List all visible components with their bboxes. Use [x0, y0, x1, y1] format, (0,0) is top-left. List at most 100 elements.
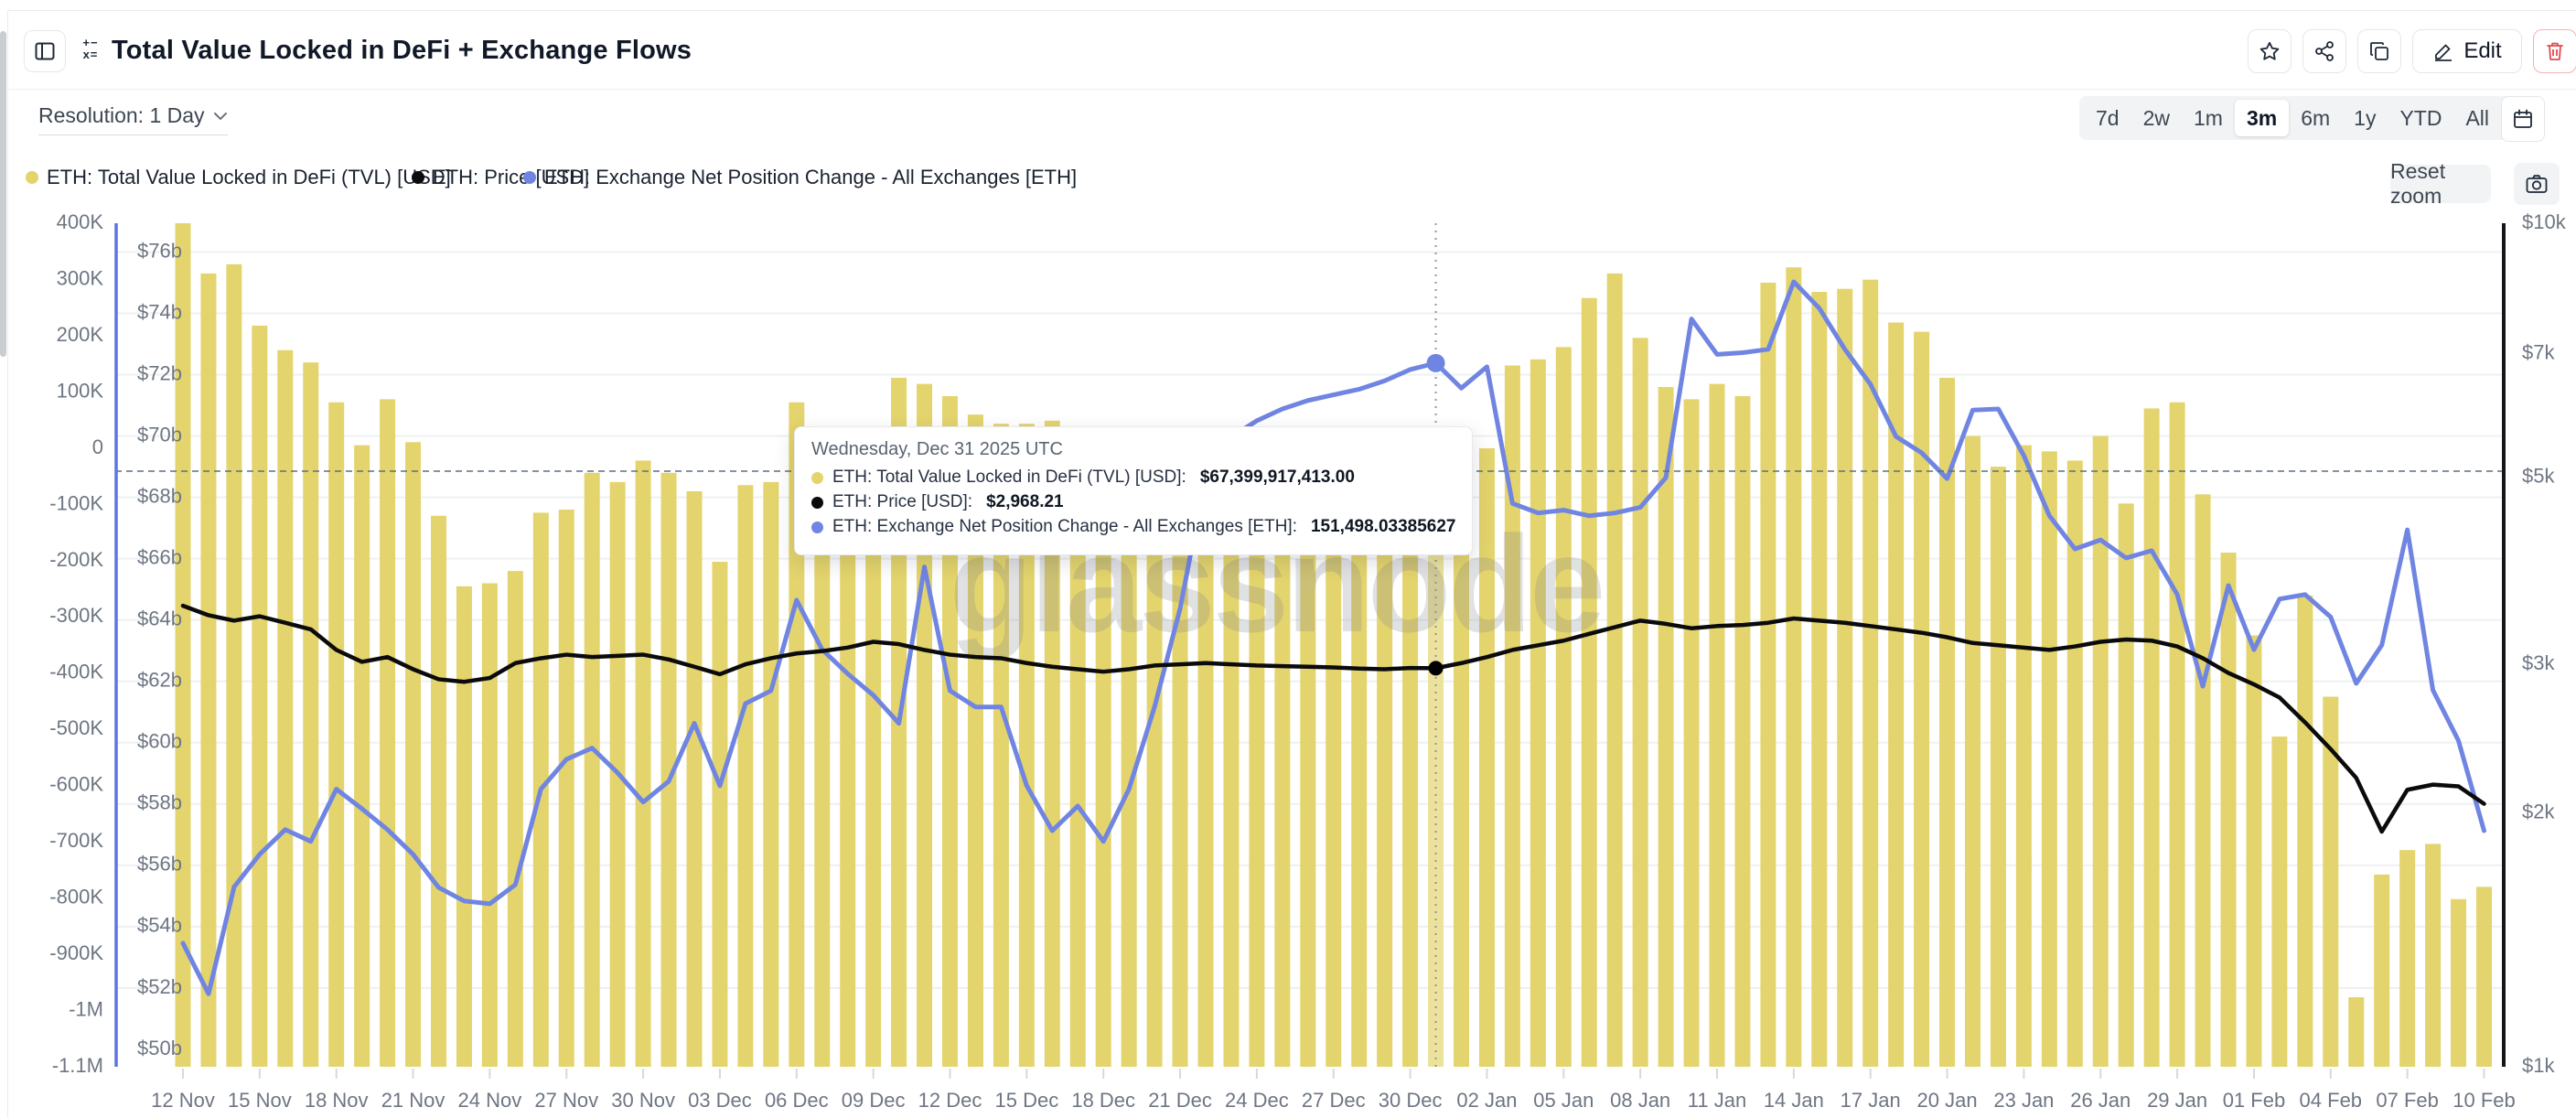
tvl-bar[interactable] — [2399, 850, 2416, 1067]
tvl-bar[interactable] — [1581, 297, 1597, 1067]
tvl-bar[interactable] — [2041, 451, 2057, 1067]
tvl-bar[interactable] — [1658, 386, 1674, 1067]
tvl-bar[interactable] — [1274, 521, 1291, 1067]
tvl-bar[interactable] — [635, 460, 651, 1067]
tvl-bar[interactable] — [2374, 874, 2390, 1067]
tvl-bar[interactable] — [1044, 420, 1060, 1068]
tvl-bar[interactable] — [2015, 445, 2032, 1067]
tvl-bar[interactable] — [380, 399, 396, 1068]
tvl-bar[interactable] — [2143, 408, 2160, 1067]
tvl-bar[interactable] — [1428, 515, 1444, 1067]
edit-button[interactable]: Edit — [2412, 29, 2522, 73]
tvl-bar[interactable] — [1478, 448, 1495, 1067]
tvl-bar[interactable] — [2476, 887, 2492, 1067]
tvl-bar[interactable] — [942, 396, 958, 1067]
tvl-bar[interactable] — [1197, 549, 1214, 1067]
tvl-bar[interactable] — [763, 481, 779, 1067]
tvl-bar[interactable] — [1709, 383, 1725, 1068]
range-button-7d[interactable]: 7d — [2096, 105, 2120, 130]
tvl-bar[interactable] — [789, 402, 805, 1067]
tvl-bar[interactable] — [1530, 359, 1546, 1067]
tvl-bar[interactable] — [2066, 460, 2083, 1067]
tvl-bar[interactable] — [481, 583, 498, 1067]
range-button-1m[interactable]: 1m — [2194, 105, 2223, 130]
toggle-panel-button[interactable] — [24, 30, 66, 72]
tvl-bar[interactable] — [2092, 435, 2109, 1068]
tvl-bar[interactable] — [712, 562, 728, 1067]
range-button-3m[interactable]: 3m — [2234, 100, 2290, 136]
share-button[interactable] — [2302, 29, 2346, 73]
tvl-bar[interactable] — [328, 402, 345, 1067]
favorite-button[interactable] — [2248, 29, 2292, 73]
tvl-bar[interactable] — [584, 472, 600, 1067]
price-line[interactable] — [180, 603, 2486, 834]
tvl-bar[interactable] — [1606, 273, 1623, 1068]
tvl-bar[interactable] — [1504, 365, 1520, 1067]
tvl-bar[interactable] — [2118, 503, 2134, 1067]
legend-item-0[interactable]: ETH: Total Value Locked in DeFi (TVL) [U… — [26, 165, 451, 190]
tvl-bar[interactable] — [1095, 503, 1111, 1067]
tvl-bar[interactable] — [1990, 467, 2006, 1067]
tvl-bar[interactable] — [1632, 338, 1648, 1067]
tvl-bar[interactable] — [1786, 267, 1802, 1067]
tvl-bar[interactable] — [1351, 543, 1368, 1067]
tvl-bar[interactable] — [2220, 552, 2237, 1067]
tvl-bar[interactable] — [1888, 322, 1905, 1067]
tvl-bar[interactable] — [1018, 424, 1035, 1067]
tvl-bar[interactable] — [1939, 377, 1956, 1067]
tvl-bar[interactable] — [1862, 279, 1879, 1067]
range-button-all[interactable]: All — [2465, 105, 2490, 130]
screenshot-button[interactable] — [2514, 163, 2560, 205]
tvl-bar[interactable] — [1249, 528, 1265, 1067]
tvl-bar[interactable] — [2323, 696, 2339, 1067]
tvl-bar[interactable] — [2195, 494, 2211, 1067]
legend-item-2[interactable]: ETH: Exchange Net Position Change - All … — [523, 165, 1077, 190]
tvl-bar[interactable] — [175, 223, 191, 1067]
tvl-bar[interactable] — [1734, 396, 1751, 1067]
tvl-bar[interactable] — [686, 490, 703, 1067]
tvl-bar[interactable] — [1760, 283, 1776, 1067]
tvl-bar[interactable] — [354, 445, 370, 1067]
tvl-bar[interactable] — [2246, 635, 2262, 1067]
tvl-bar[interactable] — [558, 510, 574, 1067]
tvl-bar[interactable] — [2169, 402, 2185, 1067]
tvl-bar[interactable] — [1223, 533, 1240, 1067]
tvl-bar[interactable] — [1121, 531, 1137, 1067]
tvl-bar[interactable] — [200, 273, 217, 1068]
tvl-bar[interactable] — [2425, 844, 2442, 1067]
tvl-bar[interactable] — [507, 571, 523, 1067]
tvl-bar[interactable] — [967, 414, 983, 1067]
resolution-dropdown[interactable]: Resolution: 1 Day — [38, 103, 228, 135]
tvl-bar[interactable] — [303, 362, 319, 1068]
tvl-bar[interactable] — [226, 263, 242, 1067]
tvl-bar[interactable] — [431, 515, 446, 1067]
calendar-button[interactable] — [2501, 96, 2545, 142]
tvl-bar[interactable] — [1914, 331, 1930, 1068]
duplicate-button[interactable] — [2357, 29, 2401, 73]
tvl-bar[interactable] — [2297, 595, 2313, 1067]
tvl-bar[interactable] — [993, 424, 1009, 1067]
tvl-bar[interactable] — [1069, 463, 1086, 1067]
tvl-bar[interactable] — [277, 349, 294, 1067]
tvl-bar[interactable] — [1837, 288, 1853, 1068]
tvl-bar[interactable] — [1965, 435, 1980, 1068]
tvl-bar[interactable] — [1377, 528, 1393, 1067]
tvl-bar[interactable] — [405, 442, 422, 1068]
tvl-bar[interactable] — [1300, 528, 1316, 1067]
page-scrollbar[interactable] — [0, 31, 6, 357]
tvl-bar[interactable] — [2271, 736, 2288, 1067]
tvl-bar[interactable] — [456, 586, 472, 1067]
tvl-bar[interactable] — [252, 325, 268, 1068]
tvl-bar[interactable] — [865, 442, 882, 1068]
range-button-1y[interactable]: 1y — [2354, 105, 2377, 130]
tvl-bar[interactable] — [1172, 555, 1188, 1067]
range-button-ytd[interactable]: YTD — [2399, 105, 2442, 130]
range-button-6m[interactable]: 6m — [2301, 105, 2331, 130]
tvl-bar[interactable] — [2451, 898, 2467, 1067]
legend-item-1[interactable]: ETH: Price [USD] — [412, 165, 589, 190]
tvl-bar[interactable] — [737, 485, 754, 1067]
tvl-bar[interactable] — [1146, 546, 1163, 1067]
tvl-bar[interactable] — [1555, 347, 1572, 1068]
tvl-bar[interactable] — [2348, 997, 2365, 1067]
